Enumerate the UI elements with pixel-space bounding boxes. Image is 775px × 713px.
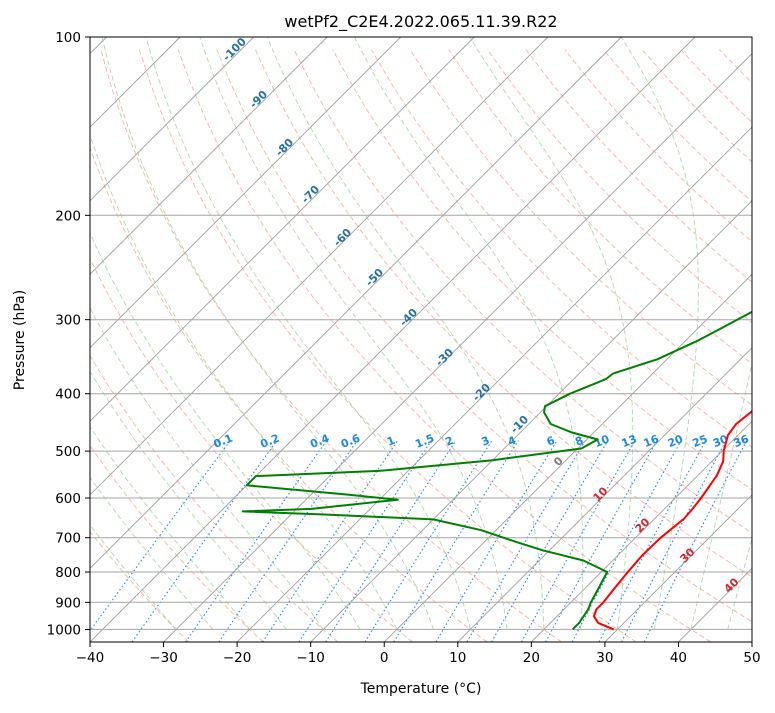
- mixing-ratio-line: [545, 440, 658, 642]
- isotherm-line: [90, 37, 549, 496]
- moist-adiabat-line: [727, 537, 752, 630]
- mixing-ratio-line: [435, 440, 558, 642]
- y-tick-label: 800: [55, 565, 81, 581]
- chart-title: wetPf2_C2E4.2022.065.11.39.R22: [284, 12, 557, 32]
- mixing-ratio-line: [298, 440, 432, 642]
- isotherm-line: [236, 126, 752, 642]
- isotherm-line: [163, 52, 752, 642]
- mixing-ratio-label: 10: [592, 432, 611, 450]
- moist-adiabat-line: [469, 37, 634, 630]
- x-tick-label: 30: [596, 650, 613, 666]
- dry-adiabat-line: [254, 49, 752, 578]
- dry-adiabat-line: [371, 49, 752, 448]
- x-tick-label: 50: [743, 650, 760, 666]
- mixing-ratio-line: [185, 440, 328, 642]
- dry-adiabat-line: [138, 49, 637, 642]
- mixing-ratio-label: 3: [480, 434, 492, 449]
- moist-adiabat-line: [690, 361, 752, 630]
- x-tick-label: −20: [223, 650, 252, 666]
- moist-adiabat-line: [101, 37, 435, 630]
- moist-adiabat-line: [90, 133, 398, 630]
- mixing-ratio-line: [643, 440, 748, 642]
- y-tick-label: 400: [55, 387, 81, 403]
- isotherm-line: [90, 37, 255, 202]
- mixing-ratio-line: [131, 440, 278, 642]
- dewpoint-profile-line: [241, 310, 752, 631]
- y-tick-label: 200: [55, 208, 81, 224]
- mixing-ratio-line: [521, 440, 636, 642]
- mixing-ratio-line: [571, 440, 682, 642]
- mixing-ratio-label: 25: [690, 432, 709, 450]
- isotherm-line: [310, 200, 752, 642]
- isotherm-line: [604, 494, 752, 642]
- dry-adiabat-line: [90, 530, 189, 642]
- moist-adiabat-line: [199, 37, 508, 630]
- mixing-ratio-label: 2: [443, 434, 455, 449]
- isotherm-line: [90, 37, 475, 422]
- mixing-ratio-line: [262, 440, 399, 642]
- x-tick-label: 10: [449, 650, 466, 666]
- mixing-ratio-label: 36: [732, 432, 751, 450]
- x-tick-label: −40: [76, 650, 105, 666]
- moist-adiabat-line: [266, 37, 545, 630]
- mixing-ratio-label: 16: [642, 432, 661, 450]
- dry-adiabat-line: [332, 49, 752, 491]
- isotherm-line: [90, 37, 402, 349]
- isotherm-line: [457, 347, 752, 642]
- y-tick-label: 700: [55, 531, 81, 547]
- moist-adiabat-line: [354, 37, 584, 630]
- moist-adiabat-line: [620, 37, 699, 630]
- moist-adiabat-line: [90, 231, 361, 630]
- mixing-ratio-label: 20: [666, 432, 685, 450]
- mixing-ratio-label: 1: [385, 434, 397, 449]
- y-tick-label: 300: [55, 313, 81, 329]
- dry-adiabat-line: [448, 49, 752, 365]
- x-tick-label: 20: [523, 650, 540, 666]
- mixing-ratio-line: [466, 440, 586, 642]
- x-tick-label: 0: [380, 650, 389, 666]
- temperature-profile-line: [592, 409, 752, 631]
- dry-adiabat-line: [293, 49, 752, 534]
- mixing-ratio-label: 8: [573, 434, 585, 449]
- y-tick-label: 900: [55, 595, 81, 611]
- x-tick-label: −10: [296, 650, 325, 666]
- dry-adiabat-line: [90, 146, 488, 642]
- isotherm-line: [90, 37, 622, 570]
- y-tick-label: 1000: [47, 622, 81, 638]
- isotherm-line: [383, 273, 752, 642]
- mixing-ratio-line: [218, 440, 358, 642]
- y-axis-label: Pressure (hPa): [12, 290, 28, 390]
- mixing-ratio-line: [364, 440, 493, 642]
- mixing-ratio-label: 13: [620, 432, 639, 450]
- moist-adiabat-line: [90, 307, 324, 630]
- mixing-ratio-line: [325, 440, 457, 642]
- isotherm-line: [90, 37, 696, 642]
- dry-adiabat-line: [409, 49, 752, 406]
- plot-frame: [89, 36, 753, 643]
- dry-adiabat-line: [90, 354, 339, 642]
- x-tick-label: −30: [149, 650, 178, 666]
- x-axis-label: Temperature (°C): [360, 681, 482, 697]
- isotherm-line: [530, 420, 752, 642]
- isotherm-line: [90, 37, 328, 275]
- y-tick-label: 600: [55, 491, 81, 507]
- dry-adiabat-line: [216, 49, 752, 623]
- dry-adiabat-line: [90, 444, 264, 642]
- x-tick-label: 40: [670, 650, 687, 666]
- y-tick-label: 500: [55, 444, 81, 460]
- dry-adiabat-line: [90, 257, 413, 642]
- dry-adiabat-line: [100, 49, 562, 642]
- mixing-ratio-line: [90, 440, 231, 632]
- y-tick-label: 100: [55, 30, 81, 46]
